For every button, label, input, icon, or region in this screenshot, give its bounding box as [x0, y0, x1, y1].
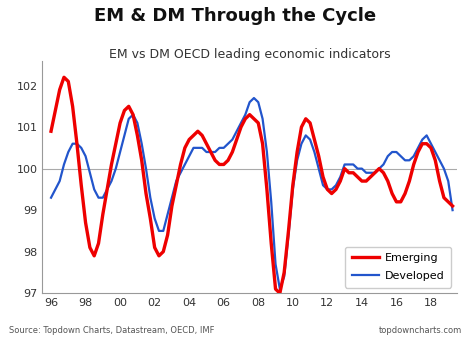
Legend: Emerging, Developed: Emerging, Developed	[345, 247, 451, 288]
Developed	[48, 196, 54, 200]
Developed	[359, 166, 365, 171]
Emerging	[450, 204, 455, 208]
Emerging	[299, 125, 304, 129]
Developed	[217, 146, 222, 150]
Line: Emerging: Emerging	[51, 77, 453, 293]
Developed	[450, 208, 455, 212]
Developed	[203, 150, 209, 154]
Title: EM vs DM OECD leading economic indicators: EM vs DM OECD leading economic indicator…	[109, 48, 390, 61]
Emerging	[359, 179, 365, 183]
Emerging	[122, 109, 127, 113]
Emerging	[48, 129, 54, 133]
Emerging	[208, 150, 213, 154]
Emerging	[277, 291, 283, 295]
Text: topdowncharts.com: topdowncharts.com	[378, 326, 462, 335]
Developed	[251, 96, 257, 100]
Developed	[152, 216, 157, 220]
Line: Developed: Developed	[51, 98, 453, 289]
Developed	[117, 150, 123, 154]
Emerging	[156, 254, 162, 258]
Text: EM & DM Through the Cycle: EM & DM Through the Cycle	[95, 7, 376, 25]
Emerging	[221, 162, 227, 166]
Developed	[299, 142, 304, 146]
Text: Source: Topdown Charts, Datastream, OECD, IMF: Source: Topdown Charts, Datastream, OECD…	[9, 326, 215, 335]
Emerging	[61, 75, 67, 79]
Developed	[277, 287, 283, 291]
